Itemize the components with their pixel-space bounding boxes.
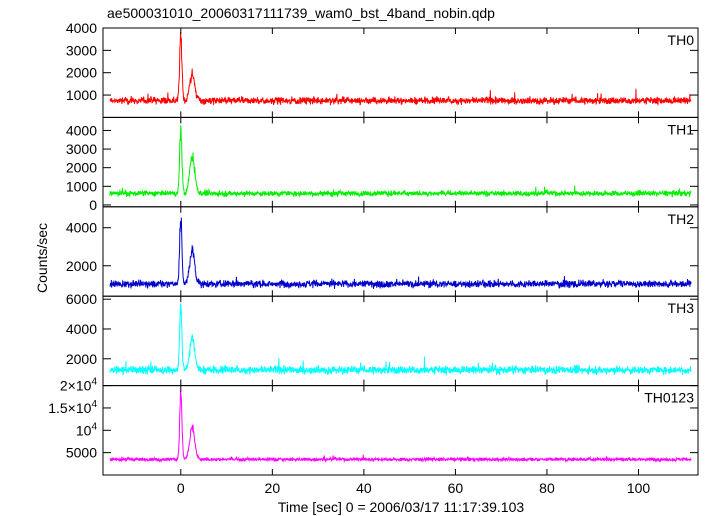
y-tick-label: 1000 [66,178,97,194]
panel-label: TH3 [668,300,695,316]
panel-label: TH2 [668,211,695,227]
x-tick-label: 40 [356,480,372,496]
panel-label: TH0 [668,32,695,48]
panel-th0: 1000 2000 3000 4000 TH0 [66,20,699,118]
y-tick-label: 2000 [66,65,97,81]
x-tick-label: 80 [539,480,555,496]
y-tick-label: 2000 [66,258,97,274]
series-line-th0 [109,32,692,106]
y-tick-label: 3000 [66,42,97,58]
y-tick-label: 4000 [66,220,97,236]
y-axis-label: Counts/sec [34,223,50,293]
x-tick-label: 60 [448,480,464,496]
y-tick-label: 3000 [66,141,97,157]
x-tick-label: 0 [177,480,185,496]
x-axis-label: Time [sec] 0 = 2006/03/17 11:17:39.103 [278,499,525,515]
series-line-th1 [109,125,692,198]
panel-label: TH1 [668,121,695,137]
series-line-th3 [109,303,692,376]
y-tick-label: 4000 [66,122,97,138]
series-line-th2 [109,217,692,289]
y-tick-label: 6000 [66,291,97,307]
chart-title: ae500031010_20060317111739_wam0_bst_4ban… [107,5,495,21]
panel-label: TH0123 [644,390,694,406]
y-tick-label: 5000 [66,445,97,461]
panel-th1: 0 1000 2000 3000 4000 TH1 [66,116,699,213]
y-tick-label: 2000 [66,160,97,176]
y-tick-label: 0 [89,197,97,213]
panel-th0123: 5000 104 1.5×104 2×104 TH0123 [48,377,699,476]
x-tick-label: 100 [627,480,651,496]
y-tick-label: 4000 [66,20,97,36]
y-tick-label: 4000 [66,321,97,337]
y-tick-label: 2000 [66,351,97,367]
y-tick-label: 104 [76,421,98,438]
y-tick-label: 2×104 [60,377,98,394]
y-tick-label: 1.5×104 [48,399,97,416]
series-line-th0123 [109,389,692,464]
x-tick-label: 20 [265,480,281,496]
panel-th2: 2000 4000 TH2 [66,206,699,297]
y-tick-label: 1000 [66,87,97,103]
panel-th3: 2000 4000 6000 TH3 [66,291,699,387]
